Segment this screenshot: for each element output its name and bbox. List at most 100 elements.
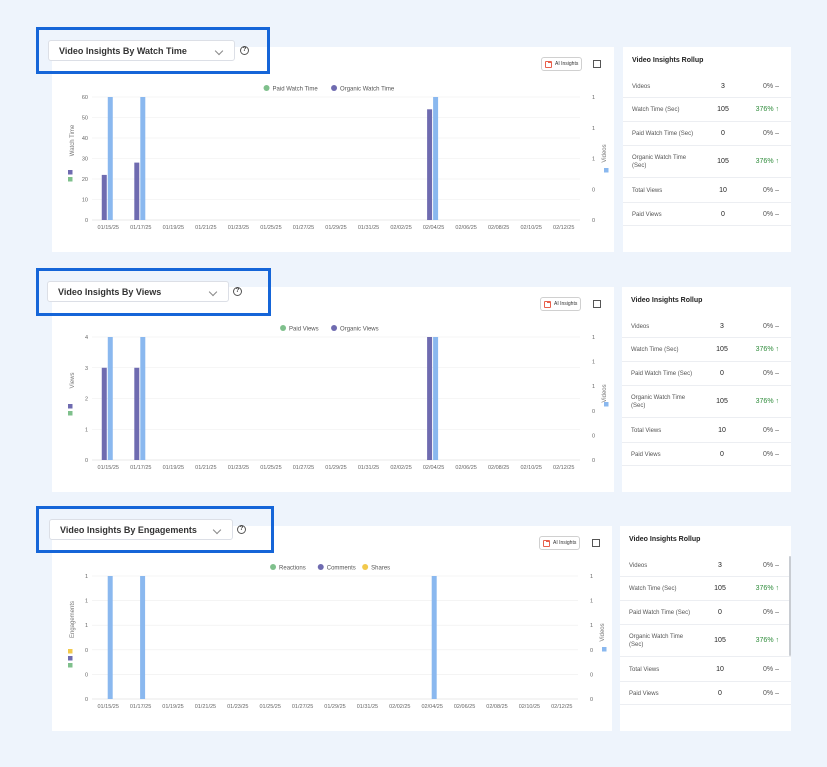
dropdown-watch-time[interactable]: Video Insights By Watch Time (48, 40, 235, 61)
bar-videos[interactable] (431, 576, 437, 699)
y-tick-label: 0 (85, 697, 88, 703)
y-tick-label: 1 (85, 427, 88, 433)
help-icon[interactable]: ? (233, 287, 242, 296)
dropdown-engagements[interactable]: Video Insights By Engagements (49, 519, 233, 540)
expand-icon[interactable] (593, 300, 601, 308)
legend-label[interactable]: Shares (371, 566, 390, 572)
rollup-row-label: Videos (631, 323, 650, 330)
bar-videos[interactable] (433, 97, 439, 220)
bar-organic-views[interactable] (101, 367, 107, 460)
expand-icon[interactable] (592, 539, 600, 547)
y-tick-label: 0 (85, 218, 88, 224)
y-tick-label: 0 (85, 648, 88, 654)
legend-marker (331, 85, 338, 91)
rollup-row: Watch Time (Sec) 105 376% ↑ (623, 98, 791, 122)
rollup-row: Organic Watch Time (Sec) 105 376% ↑ (620, 625, 791, 657)
rollup-row-change: 376% ↑ (755, 637, 779, 644)
x-tick-label: 01/17/25 (130, 465, 151, 471)
rollup-row-value: 3 (718, 561, 722, 569)
axis-swatch (604, 402, 609, 407)
x-tick-label: 01/19/25 (163, 465, 184, 471)
chart-legend: Reactions Comments Shares (270, 564, 390, 572)
ai-insights-button[interactable]: AI Insights (539, 536, 581, 550)
x-tick-label: 02/10/25 (520, 465, 541, 471)
bar-videos[interactable] (140, 97, 146, 220)
expand-icon[interactable] (593, 60, 601, 68)
x-tick-label: 01/17/25 (130, 704, 151, 710)
bar-organic-views[interactable] (427, 337, 433, 460)
bar-videos[interactable] (140, 337, 146, 460)
y-tick-label: 0 (85, 458, 88, 464)
legend-marker (317, 564, 324, 570)
y2-tick-label: 1 (592, 126, 595, 132)
rollup-row-change: 376% ↑ (755, 158, 779, 165)
rollup-row-change: 0% – (763, 665, 779, 673)
y-tick-label: 40 (82, 136, 88, 142)
rollup-row-value: 0 (718, 689, 722, 697)
bar-videos[interactable] (433, 337, 439, 460)
x-tick-label: 01/15/25 (98, 465, 119, 471)
rollup-row-value: 0 (720, 450, 724, 458)
scrollbar[interactable] (789, 556, 791, 656)
rollup-row-label: Paid Views (631, 451, 661, 458)
rollup-title: Video Insights Rollup (632, 57, 704, 64)
legend-label[interactable]: Organic Views (340, 327, 379, 333)
bar-organic-watch-time[interactable] (427, 109, 433, 220)
bar-organic-watch-time[interactable] (134, 162, 140, 220)
bar-videos[interactable] (107, 337, 113, 460)
bar-videos[interactable] (140, 576, 146, 699)
dropdown-label: Video Insights By Watch Time (59, 45, 187, 56)
chart-engagements: Reactions Comments Shares 0 0 0 1 1 1 0 0 0 1 1 1 Engag… (68, 564, 607, 710)
rollup-title: Video Insights Rollup (631, 297, 703, 304)
y2-tick-label: 0 (592, 187, 595, 193)
x-tick-label: 01/19/25 (162, 704, 183, 710)
axis-swatch (68, 663, 73, 668)
legend-label[interactable]: Comments (327, 566, 356, 572)
legend-label[interactable]: Reactions (279, 566, 306, 572)
x-tick-label: 01/29/25 (324, 704, 345, 710)
rollup-row-change: 0% – (763, 609, 779, 616)
rollup-row-value: 105 (716, 346, 728, 353)
legend-label[interactable]: Organic Watch Time (340, 87, 395, 93)
bar-videos[interactable] (107, 97, 113, 220)
x-tick-label: 01/25/25 (260, 225, 281, 231)
y-tick-label: 4 (85, 335, 88, 341)
rollup-row: Total Views 10 0% – (620, 657, 791, 682)
chart-legend: Paid Watch Time Organic Watch Time (263, 85, 395, 93)
bar-organic-watch-time[interactable] (101, 174, 107, 220)
axis-swatch (68, 170, 73, 175)
ai-sparkle-icon (545, 60, 552, 68)
rollup-row-value: 10 (719, 186, 727, 194)
rollup-row-change: 0% – (763, 210, 779, 218)
rollup-row-value: 3 (720, 322, 724, 330)
help-icon[interactable]: ? (240, 46, 249, 55)
x-tick-label: 02/04/25 (423, 225, 444, 231)
x-tick-label: 01/29/25 (325, 225, 346, 231)
x-tick-label: 01/29/25 (325, 465, 346, 471)
dropdown-views[interactable]: Video Insights By Views (47, 281, 229, 302)
y-axis-title: Watch Time (70, 124, 76, 156)
legend-label[interactable]: Paid Views (289, 327, 319, 333)
legend-label[interactable]: Paid Watch Time (273, 87, 319, 93)
y2-tick-label: 0 (590, 697, 593, 703)
y-tick-label: 20 (82, 177, 88, 183)
ai-insights-label: AI Insights (555, 61, 579, 67)
rollup-row-change: 0% – (763, 370, 779, 377)
x-tick-label: 02/04/25 (423, 465, 444, 471)
x-tick-label: 02/10/25 (519, 704, 540, 710)
help-icon[interactable]: ? (237, 525, 246, 534)
y2-tick-label: 1 (590, 623, 593, 629)
bar-videos[interactable] (107, 576, 113, 699)
ai-insights-button[interactable]: AI Insights (540, 297, 582, 311)
rollup-row-label: Videos (632, 83, 651, 90)
x-tick-label: 01/25/25 (260, 465, 281, 471)
rollup-row-value: 105 (714, 585, 726, 592)
rollup-row-label: Paid Views (632, 211, 662, 218)
y-tick-label: 60 (82, 95, 88, 101)
rollup-row-value: 10 (716, 665, 724, 673)
rollup-row: Watch Time (Sec) 105 376% ↑ (620, 577, 791, 601)
rollup-row: Videos 3 0% – (622, 315, 791, 338)
rollup-row-change: 376% ↑ (755, 398, 779, 405)
ai-insights-button[interactable]: AI Insights (541, 57, 583, 71)
bar-organic-views[interactable] (134, 367, 140, 460)
